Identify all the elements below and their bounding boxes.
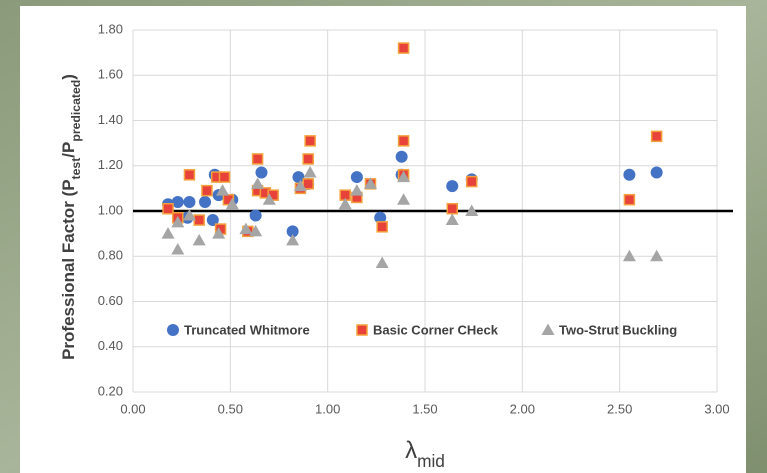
data-point	[399, 136, 409, 146]
data-point	[446, 180, 458, 192]
label-part: test	[69, 158, 83, 180]
data-point	[250, 210, 262, 222]
label-part: )	[59, 74, 78, 80]
label-part: λ	[405, 437, 417, 464]
data-point	[194, 215, 204, 225]
data-point	[467, 177, 477, 187]
data-point	[255, 167, 267, 179]
data-point	[163, 204, 173, 214]
data-point	[623, 169, 635, 181]
label-part: /P	[59, 142, 78, 158]
legend-marker	[167, 324, 179, 336]
data-point	[399, 43, 409, 53]
legend-label: Truncated Whitmore	[184, 322, 310, 337]
data-point	[253, 154, 263, 164]
x-tick-label: 3.00	[704, 401, 729, 416]
data-point	[183, 196, 195, 208]
y-tick-label: 1.20	[98, 157, 123, 172]
data-point	[305, 136, 315, 146]
data-point	[303, 154, 313, 164]
y-tick-label: 0.60	[98, 293, 123, 308]
y-tick-label: 1.00	[98, 202, 123, 217]
data-point	[184, 170, 194, 180]
y-tick-label: 1.80	[98, 21, 123, 36]
x-tick-label: 2.00	[510, 401, 535, 416]
y-tick-label: 0.20	[98, 383, 123, 398]
data-point	[447, 204, 457, 214]
chart: 0.20 0.40 0.60 0.80 1.00 1.20 1.40 1.60 1.80 0.00…	[0, 0, 767, 473]
x-tick-label: 0.00	[120, 401, 145, 416]
y-tick-label: 1.40	[98, 112, 123, 127]
data-point	[652, 131, 662, 141]
legend-marker	[357, 325, 367, 335]
data-point	[351, 171, 363, 183]
label-part: mid	[417, 451, 445, 471]
data-point	[377, 222, 387, 232]
y-tick-label: 1.60	[98, 67, 123, 82]
label-part: Professional Factor (P	[59, 179, 78, 359]
label-part: predicated	[69, 80, 83, 142]
data-point	[199, 196, 211, 208]
data-point	[651, 167, 663, 179]
data-point	[202, 186, 212, 196]
legend-label: Basic Corner CHeck	[373, 322, 499, 337]
y-tick-label: 0.80	[98, 248, 123, 263]
legend-label: Two-Strut Buckling	[559, 322, 677, 337]
data-point	[396, 151, 408, 163]
x-tick-label: 1.00	[315, 401, 340, 416]
x-tick-label: 0.50	[218, 401, 243, 416]
data-point	[624, 195, 634, 205]
y-tick-label: 0.40	[98, 338, 123, 353]
x-tick-label: 2.50	[607, 401, 632, 416]
x-tick-label: 1.50	[412, 401, 437, 416]
data-point	[219, 172, 229, 182]
